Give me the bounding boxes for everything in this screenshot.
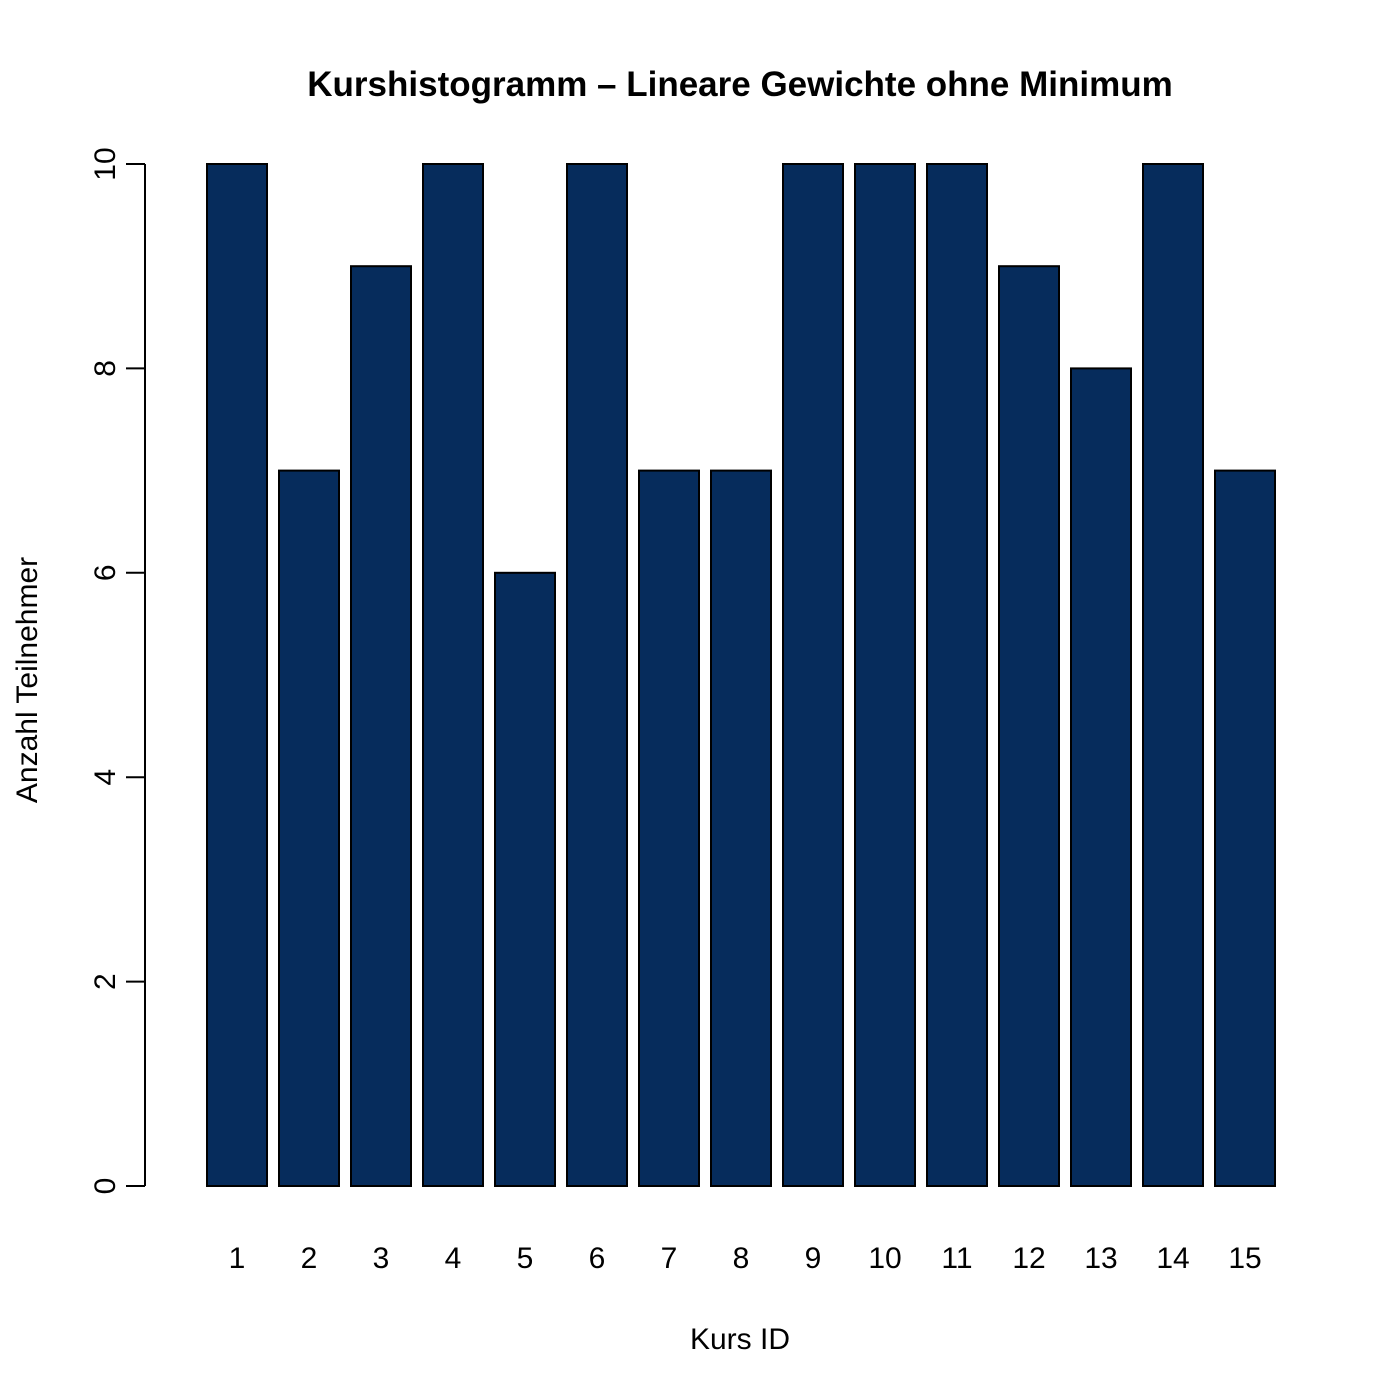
x-tick-label: 9 [805,1242,822,1275]
bar-kurs-5 [494,571,556,1187]
y-tick-label: 0 [89,1178,122,1195]
bar-kurs-3 [350,265,412,1187]
bar-kurs-10 [854,163,916,1187]
y-axis: 0 2 4 6 8 10 [89,147,146,1195]
bar-kurs-1 [206,163,268,1187]
x-tick-label: 5 [517,1242,534,1275]
bar-kurs-6 [566,163,628,1187]
bar-kurs-13 [1070,367,1132,1187]
bar-kurs-9 [782,163,844,1187]
bar-kurs-15 [1214,469,1276,1188]
bar-kurs-7 [638,469,700,1188]
bar-kurs-12 [998,265,1060,1187]
x-axis-label: Kurs ID [690,1323,790,1356]
x-tick-label: 1 [229,1242,246,1275]
x-tick-label: 10 [868,1242,901,1275]
y-tick-label: 4 [89,769,122,786]
x-tick-label: 3 [373,1242,390,1275]
x-tick-label: 14 [1156,1242,1189,1275]
x-tick-labels: 1 2 3 4 5 6 7 8 9 10 11 12 13 14 15 [229,1242,1262,1275]
bar-kurs-2 [278,469,340,1188]
y-tick-label: 2 [89,973,122,990]
x-tick-label: 7 [661,1242,678,1275]
x-tick-label: 15 [1228,1242,1261,1275]
x-tick-label: 8 [733,1242,750,1275]
chart-title: Kurshistogramm – Lineare Gewichte ohne M… [307,65,1172,104]
x-tick-label: 4 [445,1242,462,1275]
y-axis-label: Anzahl Teilnehmer [11,557,44,803]
x-tick-label: 11 [941,1242,972,1275]
y-tick-label: 8 [89,360,122,377]
x-tick-label: 12 [1012,1242,1045,1275]
x-tick-label: 6 [589,1242,606,1275]
bar-kurs-8 [710,469,772,1188]
x-tick-label: 2 [301,1242,318,1275]
bar-kurs-11 [926,163,988,1187]
x-tick-label: 13 [1084,1242,1117,1275]
y-tick-label: 6 [89,564,122,581]
bars-group [206,163,1276,1188]
bar-kurs-4 [422,163,484,1187]
bar-kurs-14 [1142,163,1204,1187]
y-tick-label: 10 [89,147,122,180]
